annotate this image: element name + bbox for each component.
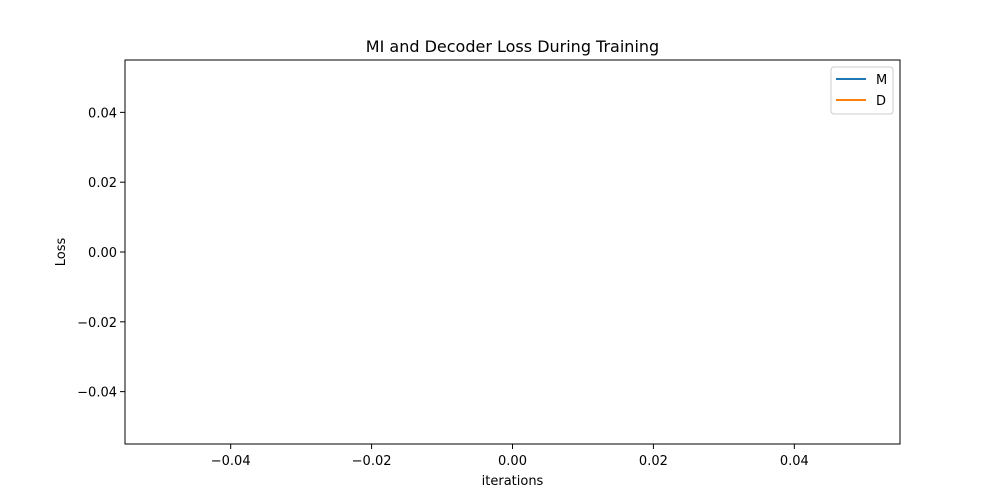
y-tick-label: −0.04	[77, 386, 117, 401]
x-axis-label: iterations	[482, 474, 544, 489]
y-axis: 0.04 0.02 0.00 −0.02 −0.04	[77, 106, 125, 401]
chart-title: MI and Decoder Loss During Training	[366, 37, 659, 56]
x-tick-label: 0.00	[498, 454, 527, 469]
legend: M D	[830, 66, 894, 115]
y-tick-label: −0.02	[77, 316, 117, 331]
y-axis-label: Loss	[54, 238, 69, 267]
plot-frame	[124, 59, 901, 445]
x-tick-label: −0.04	[211, 454, 251, 469]
y-tick-label: 0.00	[88, 246, 117, 261]
x-tick-label: 0.04	[780, 454, 809, 469]
x-tick-label: −0.02	[352, 454, 392, 469]
x-axis: −0.04 −0.02 0.00 0.02 0.04	[211, 444, 809, 469]
y-tick-label: 0.04	[88, 106, 117, 121]
x-tick-label: 0.02	[639, 454, 668, 469]
y-tick-label: 0.02	[88, 176, 117, 191]
plot-area	[124, 59, 901, 445]
legend-label-m: M	[876, 73, 887, 88]
legend-label-d: D	[876, 94, 886, 109]
